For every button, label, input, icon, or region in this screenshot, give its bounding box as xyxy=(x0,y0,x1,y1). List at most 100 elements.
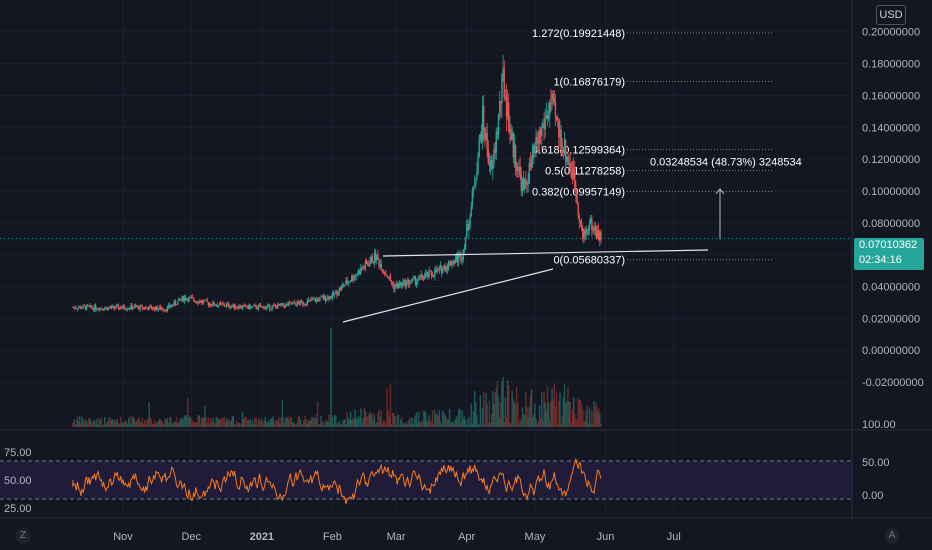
candle-body xyxy=(348,281,351,283)
volume-bar xyxy=(340,424,343,427)
bar-countdown: 02:34:16 xyxy=(859,254,902,266)
candle-body xyxy=(132,307,134,310)
volume-bar xyxy=(306,423,309,427)
volume-bar xyxy=(247,420,249,427)
time-tick-label: 2021 xyxy=(250,531,274,543)
volume-bar xyxy=(537,421,540,427)
candle-body xyxy=(204,299,206,301)
candle-body xyxy=(592,230,594,231)
price-tick-label: 0.02000000 xyxy=(862,313,920,325)
candle-body xyxy=(372,262,375,263)
candle-body xyxy=(569,163,571,171)
candle-body xyxy=(542,123,544,128)
candle-body xyxy=(551,93,553,104)
volume-bar xyxy=(233,424,236,427)
candle-body xyxy=(596,229,599,239)
candle-body xyxy=(193,300,196,303)
candle-body xyxy=(414,276,417,285)
candle-body xyxy=(517,170,519,172)
candle-body xyxy=(277,304,279,309)
volume-bar xyxy=(138,416,140,427)
candle-body xyxy=(300,300,303,302)
candle-body xyxy=(74,307,76,309)
candle-body xyxy=(472,186,475,191)
volume-bar xyxy=(269,422,271,427)
candle-body xyxy=(398,283,401,286)
candle-body xyxy=(570,170,573,172)
candle-body xyxy=(477,156,479,173)
candle-body xyxy=(536,136,538,143)
candle-body xyxy=(521,179,524,192)
candle-body xyxy=(473,185,476,187)
volume-bar xyxy=(542,419,544,427)
volume-bar xyxy=(320,416,322,427)
candle-body xyxy=(140,305,142,307)
candle-body xyxy=(335,290,337,293)
candle-body xyxy=(149,306,152,307)
volume-bar xyxy=(133,419,136,427)
volume-bar xyxy=(437,416,439,427)
candle-body xyxy=(104,308,106,310)
resistance-line xyxy=(382,249,709,257)
candle-body xyxy=(514,145,517,167)
candle-body xyxy=(593,226,595,231)
volume-bar xyxy=(282,416,285,427)
candle-body xyxy=(432,276,435,278)
volume-bar xyxy=(265,421,268,427)
volume-bar xyxy=(547,402,550,427)
candle-body xyxy=(265,306,268,308)
volume-bar xyxy=(107,420,109,427)
candle-body xyxy=(275,306,278,309)
volume-bar xyxy=(503,422,505,427)
volume-bar xyxy=(571,408,574,427)
candle-body xyxy=(362,267,364,269)
volume-bar xyxy=(106,422,108,427)
candle-body xyxy=(580,221,583,228)
volume-bar xyxy=(333,414,336,427)
price-tick-label: 0.04000000 xyxy=(862,281,920,293)
candle-body xyxy=(578,215,581,221)
candle-body xyxy=(526,182,528,185)
candle-body xyxy=(417,280,419,282)
volume-bar xyxy=(404,424,406,427)
candle-body xyxy=(220,302,222,304)
volume-bar xyxy=(536,423,538,427)
candle-body xyxy=(165,309,167,312)
volume-bar xyxy=(124,420,126,427)
candle-body xyxy=(508,102,510,132)
volume-bar xyxy=(100,417,103,427)
volume-bar xyxy=(338,421,340,427)
candle-body xyxy=(129,308,131,310)
volume-bar xyxy=(583,422,585,427)
candle-body xyxy=(344,284,346,287)
time-tick-label: May xyxy=(525,531,546,543)
volume-bar xyxy=(238,422,240,427)
time-tick-label: Jun xyxy=(597,531,615,543)
volume-bar xyxy=(417,423,419,427)
candle-body xyxy=(108,307,111,309)
fib-label: 1(0.16876179) xyxy=(553,76,625,88)
volume-bar xyxy=(116,418,119,427)
volume-bar xyxy=(179,420,181,427)
candle-body xyxy=(555,116,558,120)
volume-bar xyxy=(567,386,569,427)
volume-bar xyxy=(530,389,533,427)
candle-body xyxy=(291,303,294,305)
candle-body xyxy=(583,230,585,239)
candle-body xyxy=(409,283,411,285)
candle-body xyxy=(199,301,202,303)
candle-body xyxy=(562,151,565,154)
auto-scale-button[interactable]: A xyxy=(884,528,900,544)
last-price-badge: 0.07010362 02:34:16 xyxy=(854,238,924,270)
candle-body xyxy=(307,299,310,301)
candle-body xyxy=(298,302,301,305)
candle-body xyxy=(406,280,409,282)
candle-body xyxy=(564,140,567,162)
timezone-button[interactable]: Z xyxy=(15,528,31,544)
candle-body xyxy=(303,304,305,306)
currency-button[interactable]: USD xyxy=(876,5,906,25)
volume-bar xyxy=(455,415,458,427)
candle-body xyxy=(586,229,588,232)
candle-body xyxy=(242,304,245,306)
